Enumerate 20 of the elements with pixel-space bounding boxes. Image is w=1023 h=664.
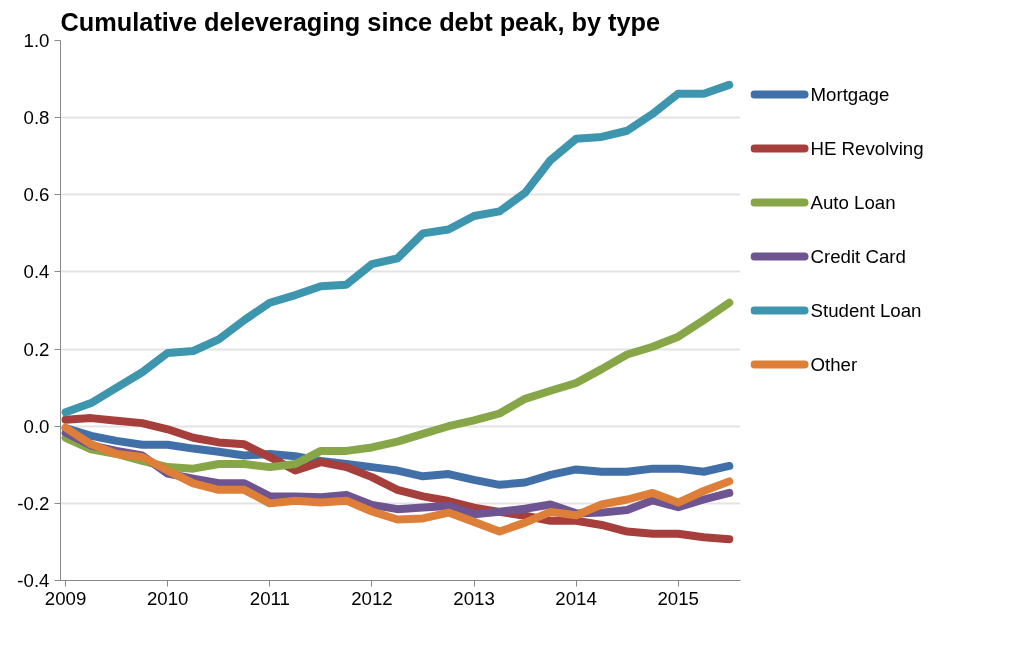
x-tick-label: 2013 bbox=[453, 587, 495, 609]
x-tick-label: 2015 bbox=[657, 587, 699, 609]
legend-label: Student Loan bbox=[810, 300, 922, 321]
y-tick-label: 0.4 bbox=[23, 261, 50, 283]
y-tick-label: 0.8 bbox=[23, 107, 50, 129]
legend-label: HE Revolving bbox=[810, 138, 924, 159]
legend-label: Auto Loan bbox=[810, 192, 896, 213]
legend-label: Mortgage bbox=[810, 84, 890, 105]
y-tick-label: 1.0 bbox=[23, 30, 50, 51]
x-tick-label: 2011 bbox=[249, 587, 290, 609]
y-tick-label: 0.0 bbox=[23, 415, 50, 437]
y-tick-label: 0.2 bbox=[23, 338, 50, 360]
y-tick-label: 0.6 bbox=[23, 184, 50, 206]
legend-label: Credit Card bbox=[810, 246, 906, 267]
chart-title: Cumulative deleveraging since debt peak, by type bbox=[60, 7, 661, 36]
x-tick-label: 2012 bbox=[351, 587, 393, 609]
y-tick-label: -0.2 bbox=[17, 492, 50, 514]
x-tick-label: 2014 bbox=[555, 587, 597, 609]
legend-label: Other bbox=[810, 354, 858, 375]
x-tick-label: 2010 bbox=[146, 587, 189, 609]
